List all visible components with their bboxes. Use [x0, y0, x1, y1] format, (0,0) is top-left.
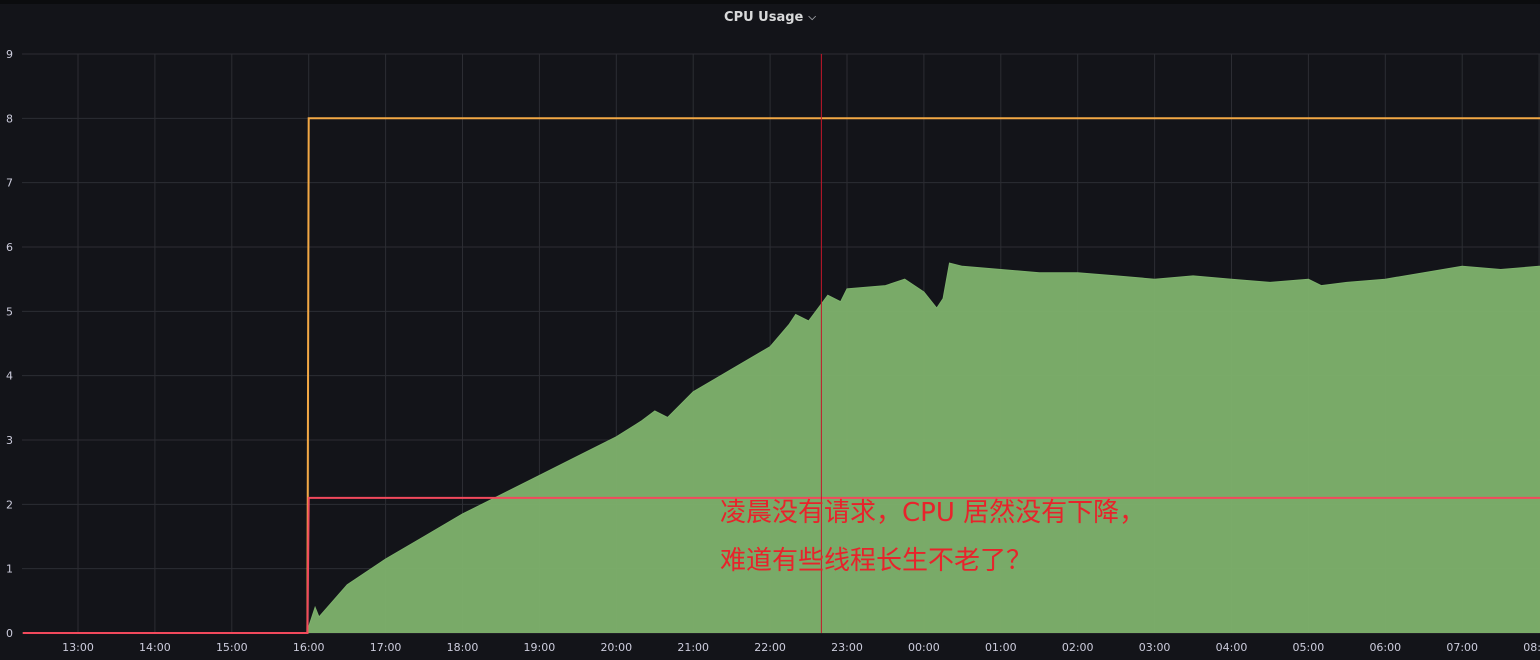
cpu-usage-line [22, 262, 1540, 634]
x-tick-label: 14:00 [139, 641, 171, 654]
x-tick-label: 02:00 [1062, 641, 1094, 654]
x-tick-label: 00:00 [908, 641, 940, 654]
y-axis: 0 1 2 3 4 5 6 7 8 9 [6, 48, 13, 640]
x-tick-label: 05:00 [1293, 641, 1325, 654]
annotation-line-2: 难道有些线程长生不老了？ [720, 546, 1033, 576]
y-tick-label: 7 [6, 177, 13, 190]
x-tick-label: 08:00 [1523, 641, 1540, 654]
y-tick-label: 8 [6, 112, 13, 125]
request-line [22, 496, 1540, 634]
x-tick-label: 16:00 [293, 641, 325, 654]
x-axis: 13:00 14:00 15:00 16:00 17:00 18:00 19:00 20:00… [62, 641, 1540, 654]
x-tick-label: 20:00 [600, 641, 632, 654]
x-tick-label: 01:00 [985, 641, 1017, 654]
annotation-line-1: 凌晨没有请求，CPU 居然没有下降， [720, 498, 1146, 528]
y-tick-label: 2 [6, 498, 13, 511]
cpu-usage-chart[interactable]: 0 1 2 3 4 5 6 7 8 9 13:00 14:00 15:00 16:00 17:00 18:0… [0, 4, 1540, 660]
x-tick-label: 06:00 [1369, 641, 1401, 654]
panel-title-menu[interactable]: CPU Usage ⌵ [0, 10, 1540, 25]
x-tick-label: 19:00 [524, 641, 556, 654]
series-layer [22, 117, 1540, 634]
y-tick-label: 3 [6, 434, 13, 447]
y-tick-label: 1 [6, 563, 13, 576]
cpu-usage-area [22, 263, 1540, 633]
x-tick-label: 22:00 [754, 641, 786, 654]
x-tick-label: 21:00 [677, 641, 709, 654]
x-tick-label: 15:00 [216, 641, 248, 654]
x-tick-label: 13:00 [62, 641, 94, 654]
y-tick-label: 4 [6, 370, 13, 383]
y-tick-label: 5 [6, 305, 13, 318]
panel-title: CPU Usage [724, 10, 804, 25]
x-tick-label: 07:00 [1446, 641, 1478, 654]
y-tick-label: 0 [6, 627, 13, 640]
x-tick-label: 03:00 [1139, 641, 1171, 654]
y-tick-label: 9 [6, 48, 13, 61]
chevron-down-icon[interactable]: ⌵ [808, 12, 816, 23]
x-tick-label: 23:00 [831, 641, 863, 654]
annotation-text: 凌晨没有请求，CPU 居然没有下降， 难道有些线程长生不老了？ [720, 489, 1145, 585]
x-tick-label: 17:00 [370, 641, 402, 654]
y-tick-label: 6 [6, 241, 13, 254]
x-tick-label: 04:00 [1216, 641, 1248, 654]
x-tick-label: 18:00 [447, 641, 479, 654]
